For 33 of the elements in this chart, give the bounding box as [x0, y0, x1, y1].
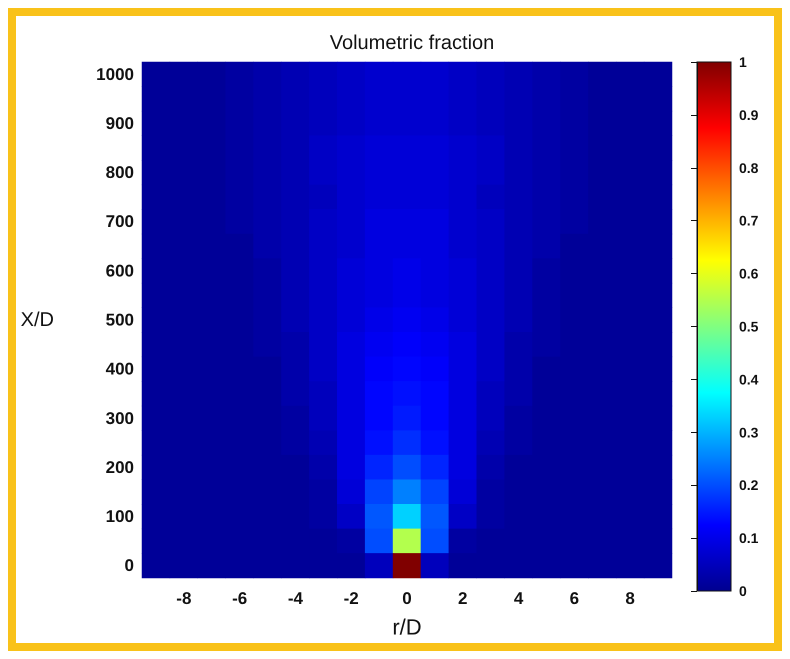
color-bar-label: 0.3 — [739, 424, 759, 440]
x-tick-label: 8 — [625, 589, 635, 608]
chart-title: Volumetric fraction — [330, 32, 494, 54]
color-bar-label: 0.2 — [739, 477, 759, 494]
x-tick-label: 4 — [514, 589, 524, 608]
y-tick-label: 0 — [124, 556, 134, 576]
y-tick-label: 100 — [106, 507, 134, 526]
y-tick-label: 500 — [106, 310, 134, 330]
x-axis-title: r/D — [392, 614, 422, 640]
color-bar-label: 0.8 — [739, 160, 759, 176]
y-tick-label: 1000 — [96, 64, 134, 84]
color-bar-label: 0.5 — [739, 318, 759, 334]
x-tick-label: -2 — [344, 589, 359, 608]
color-bar-label: 0.7 — [739, 212, 759, 229]
y-tick-label: 300 — [106, 408, 134, 428]
y-axis-title: X/D — [20, 309, 54, 331]
x-tick-label: 2 — [458, 589, 468, 608]
x-tick-label: 6 — [570, 589, 580, 608]
y-tick-label: 400 — [106, 360, 134, 379]
color-bar-label: 0.6 — [739, 266, 759, 282]
y-tick-label: 200 — [106, 458, 134, 477]
color-bar-label: 1 — [739, 54, 747, 70]
x-tick-label: -6 — [232, 589, 248, 608]
x-tick-label: -8 — [176, 589, 192, 608]
y-tick-label: 600 — [106, 261, 134, 280]
x-tick-label: -4 — [288, 589, 304, 608]
y-tick-label: 700 — [106, 212, 134, 232]
color-bar-label: 0.1 — [739, 530, 759, 546]
y-tick-label: 900 — [106, 114, 134, 133]
y-tick-label: 800 — [106, 163, 134, 182]
x-tick-label: 0 — [402, 589, 412, 608]
color-bar-label: 0.4 — [739, 371, 759, 388]
color-bar-label: 0.9 — [739, 106, 759, 123]
